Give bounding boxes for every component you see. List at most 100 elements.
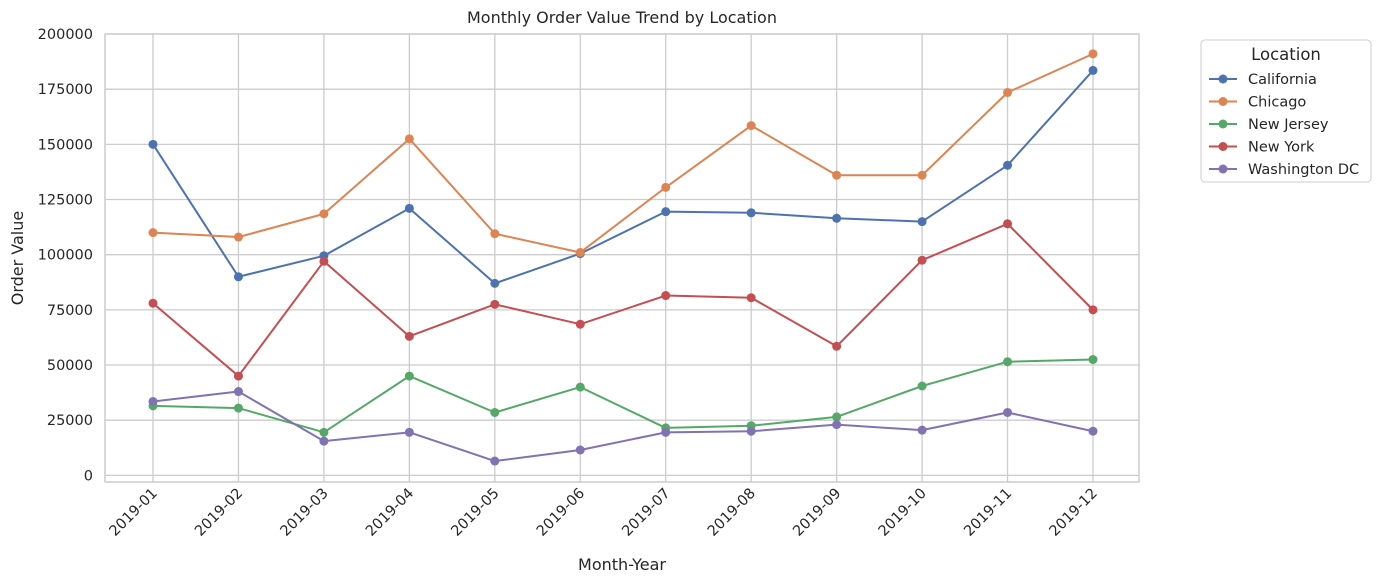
data-point [661, 427, 671, 437]
data-point [233, 232, 243, 242]
data-point [490, 407, 500, 417]
data-point [746, 426, 756, 436]
data-point [319, 256, 329, 266]
data-point [746, 121, 756, 131]
x-tick-label: 2019-03 [278, 486, 332, 540]
grid-lines [105, 33, 1139, 482]
data-point [1003, 357, 1013, 367]
data-point [233, 272, 243, 282]
x-tick-label: 2019-05 [448, 486, 502, 540]
plot-frame [104, 33, 1140, 483]
x-tick-label: 2019-12 [1047, 486, 1101, 540]
data-point [1088, 65, 1098, 75]
legend-item: New York [1209, 140, 1315, 156]
data-point [832, 170, 842, 180]
data-point [233, 403, 243, 413]
data-point [1003, 407, 1013, 417]
series-washington-dc [148, 387, 1098, 466]
data-point [1088, 426, 1098, 436]
data-point [148, 396, 158, 406]
data-point [490, 229, 500, 239]
data-point [1088, 49, 1098, 59]
data-point [490, 299, 500, 309]
y-tick-label: 100000 [38, 248, 93, 264]
data-point [233, 387, 243, 397]
data-point [404, 134, 414, 144]
data-point [575, 247, 585, 257]
data-point [148, 298, 158, 308]
data-point [917, 217, 927, 227]
data-point [148, 228, 158, 238]
data-point [746, 293, 756, 303]
x-tick-label: 2019-04 [363, 486, 417, 540]
legend-label: Chicago [1248, 95, 1306, 111]
legend-label: California [1248, 72, 1317, 88]
y-tick-label: 0 [84, 468, 93, 484]
legend-title: Location [1251, 45, 1321, 64]
data-point [148, 139, 158, 149]
x-tick-label: 2019-11 [961, 486, 1015, 540]
series-line [152, 52, 1094, 254]
data-point [319, 209, 329, 219]
x-tick-label: 2019-08 [705, 486, 759, 540]
data-point [917, 255, 927, 265]
series-line [152, 69, 1094, 285]
x-tick-label: 2019-10 [876, 486, 930, 540]
data-point [832, 420, 842, 430]
data-point [575, 445, 585, 455]
legend: Location California Chicago New Jersey New … [1200, 39, 1372, 183]
data-point [917, 381, 927, 391]
series-line [152, 222, 1094, 378]
x-tick-label: 2019-09 [790, 486, 844, 540]
data-point [1088, 355, 1098, 365]
data-point [1088, 305, 1098, 315]
legend-marker [1218, 164, 1228, 174]
legend-marker [1218, 74, 1228, 84]
legend-item: New Jersey [1209, 117, 1329, 133]
x-tick-label: 2019-06 [534, 486, 588, 540]
y-tick-label: 125000 [38, 193, 93, 209]
y-tick-label: 50000 [47, 358, 93, 374]
data-point [917, 170, 927, 180]
legend-marker [1218, 119, 1228, 129]
data-point [404, 331, 414, 341]
data-point [661, 291, 671, 301]
legend-item: Chicago [1209, 95, 1306, 111]
legend-label: New Jersey [1248, 117, 1329, 133]
y-axis-ticks: 0 25000 50000 75000 100000 125000 150000 175000… [38, 27, 93, 484]
y-tick-label: 75000 [47, 303, 93, 319]
data-point [490, 456, 500, 466]
legend-items: California Chicago New Jersey New York Washi… [1209, 72, 1359, 178]
y-tick-label: 200000 [38, 27, 93, 43]
legend-label: New York [1248, 140, 1315, 156]
data-point [661, 182, 671, 192]
y-tick-label: 25000 [47, 413, 93, 429]
data-point [575, 319, 585, 329]
data-point [1003, 160, 1013, 170]
legend-box [1200, 39, 1372, 183]
data-point [319, 427, 329, 437]
y-tick-label: 175000 [38, 82, 93, 98]
data-point [917, 425, 927, 435]
data-point [490, 278, 500, 288]
data-point [661, 207, 671, 217]
legend-marker [1218, 142, 1228, 151]
data-point [404, 427, 414, 437]
x-axis-ticks: 2019-01 2019-02 2019-03 2019-04 2019-05 2019-… [107, 486, 1101, 540]
series-line [152, 358, 1094, 434]
data-point [319, 436, 329, 446]
x-tick-label: 2019-07 [619, 486, 673, 540]
series-new-jersey [148, 355, 1098, 437]
x-tick-label: 2019-02 [192, 486, 246, 540]
data-point [404, 203, 414, 213]
data-point [832, 341, 842, 351]
data-point [1003, 87, 1013, 97]
series-california [148, 65, 1098, 288]
data-point [404, 371, 414, 381]
legend-item: California [1209, 72, 1317, 88]
data-point [746, 208, 756, 218]
series-new-york [148, 219, 1098, 381]
legend-label: Washington DC [1248, 162, 1359, 178]
y-tick-label: 150000 [38, 137, 93, 153]
